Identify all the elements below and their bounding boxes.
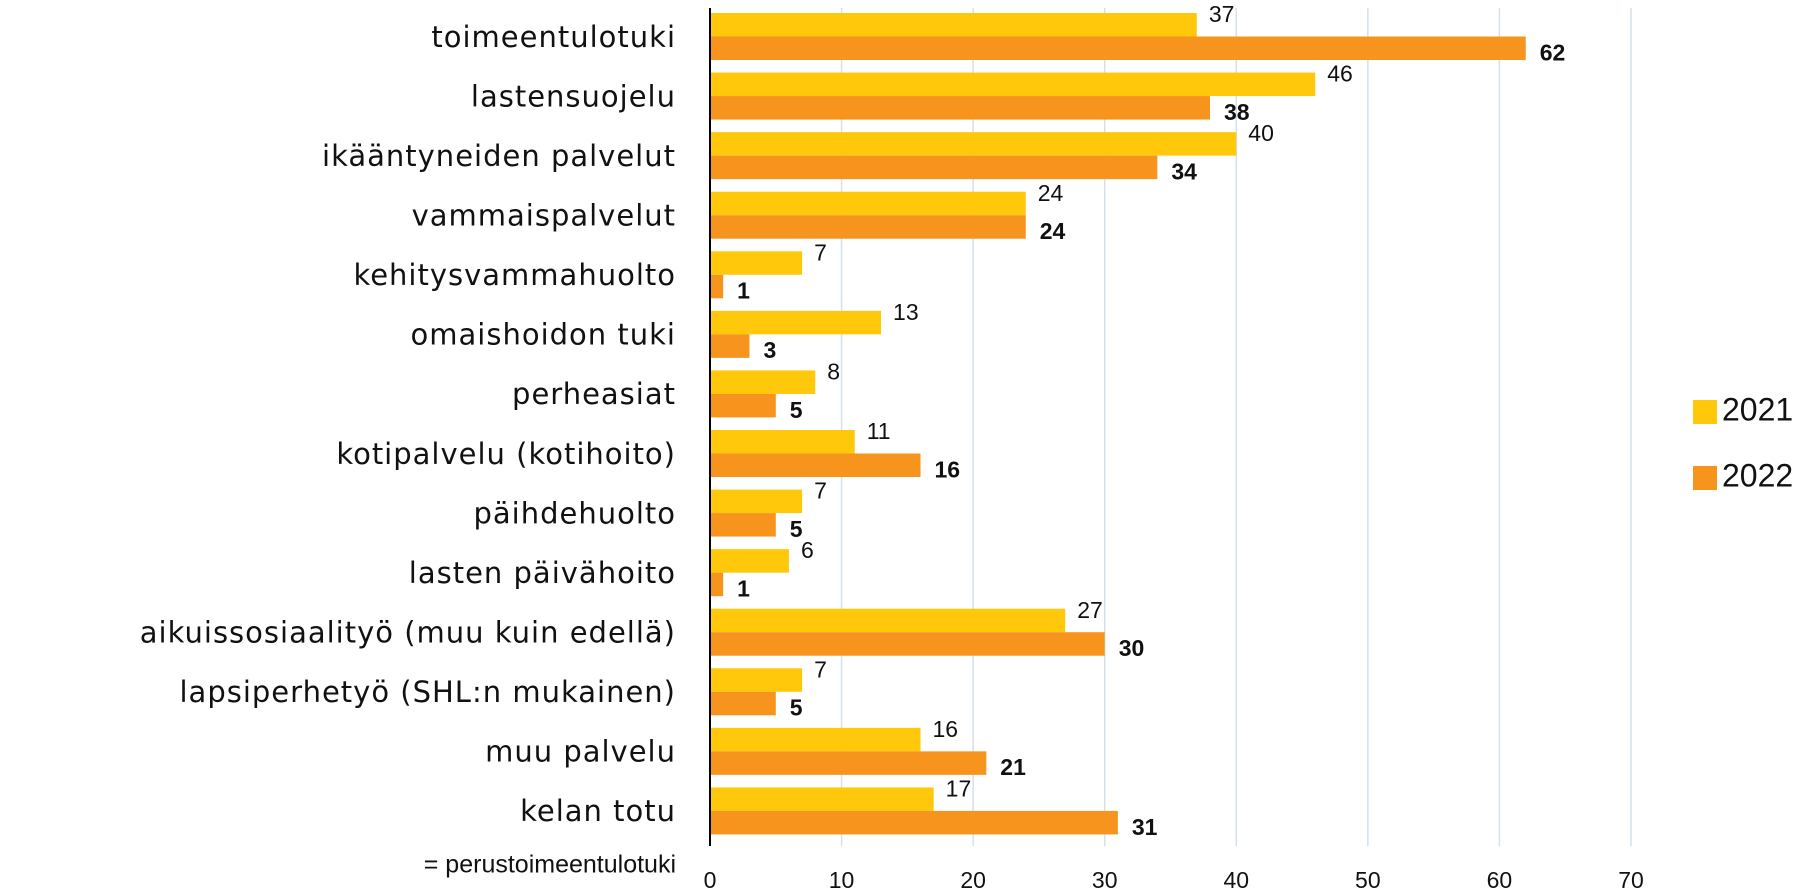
legend-swatch: [1693, 400, 1717, 424]
category-label: lasten päivähoito: [409, 556, 676, 590]
legend-swatch: [1693, 466, 1717, 490]
value-label: 31: [1132, 814, 1158, 840]
bar: [710, 608, 1066, 633]
bar: [710, 632, 1105, 656]
category-label: päihdehuolto: [473, 496, 676, 530]
value-label: 5: [790, 516, 803, 542]
value-label: 7: [814, 656, 827, 682]
value-label: 1: [737, 278, 750, 304]
category-label: omaishoidon tuki: [411, 318, 676, 352]
x-tick-label: 10: [829, 867, 855, 893]
value-label: 13: [893, 299, 919, 325]
value-label: 8: [827, 359, 840, 385]
value-label: 46: [1327, 61, 1353, 87]
category-note: = perustoimeentulotuki: [424, 851, 676, 879]
x-tick-label: 0: [704, 867, 717, 893]
value-label: 24: [1040, 218, 1066, 244]
bar: [710, 691, 776, 716]
value-label: 34: [1171, 158, 1197, 184]
bar: [710, 810, 1118, 835]
value-label: 17: [946, 776, 972, 802]
category-label: aikuissosiaalityö (muu kuin edellä): [140, 616, 676, 650]
value-label: 38: [1224, 99, 1250, 125]
category-label: toimeentulotuki: [431, 20, 676, 54]
value-label: 11: [867, 418, 891, 444]
bar: [710, 334, 750, 358]
bar: [710, 215, 1026, 239]
bar: [710, 72, 1316, 97]
value-label: 5: [790, 397, 803, 423]
category-label: vammaispalvelut: [412, 199, 676, 233]
category-label: kehitysvammahuolto: [353, 258, 676, 292]
bar: [710, 13, 1197, 37]
value-label: 21: [1000, 754, 1026, 780]
value-label: 27: [1077, 597, 1103, 623]
bar: [710, 393, 776, 418]
bar: [710, 430, 855, 454]
value-label: 7: [814, 478, 827, 504]
category-label: lastensuojelu: [471, 79, 676, 113]
bar: [710, 668, 803, 692]
x-tick-label: 30: [1092, 867, 1118, 893]
bar: [710, 787, 934, 811]
x-tick-label: 60: [1487, 867, 1513, 893]
value-label: 7: [814, 239, 827, 265]
value-label: 16: [935, 456, 961, 482]
value-label: 3: [763, 337, 776, 363]
bar: [710, 132, 1237, 156]
value-label: 24: [1038, 180, 1064, 206]
bar: [710, 453, 921, 477]
legend-label: 2021: [1722, 391, 1793, 427]
value-label: 5: [790, 695, 803, 721]
x-tick-label: 70: [1618, 867, 1644, 893]
bar: [710, 549, 789, 573]
bar: [710, 191, 1026, 216]
bar: [710, 370, 816, 394]
value-label: 30: [1119, 635, 1145, 661]
bar: [710, 513, 776, 537]
bar: [710, 310, 882, 335]
category-label: lapsiperhetyö (SHL:n mukainen): [180, 675, 677, 709]
category-label: kelan totu: [520, 794, 676, 828]
bar: [710, 96, 1210, 120]
value-label: 16: [933, 716, 959, 742]
value-label: 40: [1248, 120, 1274, 146]
category-label: perheasiat: [512, 377, 676, 411]
x-tick-label: 40: [1223, 867, 1249, 893]
x-tick-label: 50: [1355, 867, 1381, 893]
bar: [710, 751, 987, 775]
category-label: muu palvelu: [485, 735, 676, 769]
value-label: 62: [1540, 39, 1566, 65]
legend-label: 2022: [1722, 457, 1793, 493]
bar: [710, 727, 921, 752]
bar: [710, 572, 724, 597]
bar: [710, 489, 803, 514]
category-label: kotipalvelu (kotihoito): [336, 437, 676, 471]
bar: [710, 274, 724, 299]
bar: [710, 36, 1526, 60]
value-label: 1: [737, 575, 750, 601]
value-label: 37: [1209, 1, 1235, 27]
value-label: 6: [801, 537, 814, 563]
bar: [710, 155, 1158, 180]
x-tick-label: 20: [960, 867, 986, 893]
bar: [710, 251, 803, 275]
category-label: ikääntyneiden palvelut: [322, 139, 676, 173]
